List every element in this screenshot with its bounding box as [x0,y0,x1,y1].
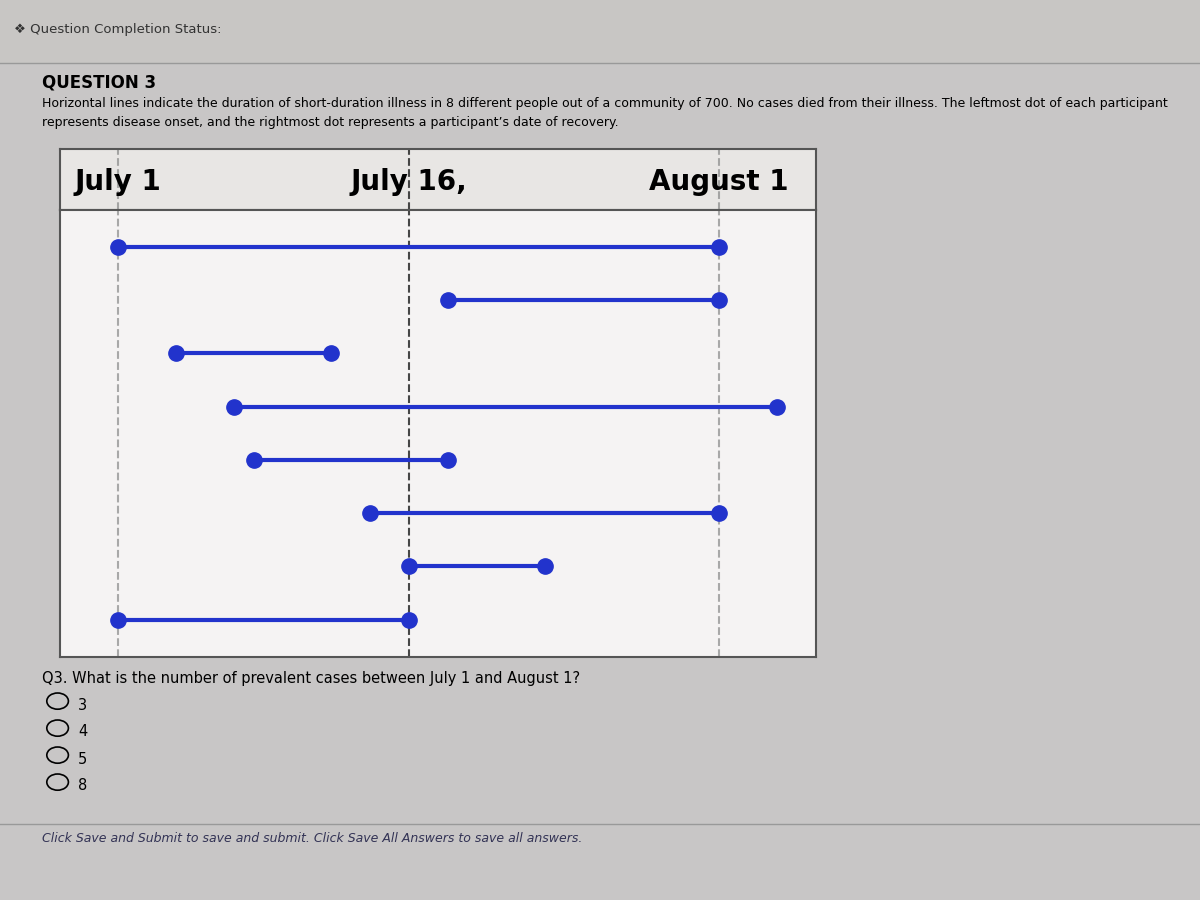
Text: Horizontal lines indicate the duration of short-duration illness in 8 different : Horizontal lines indicate the duration o… [42,97,1168,110]
Bar [0,0,1200,63]
Text: Click Save and Submit to save and submit. Click Save All Answers to save all ans: Click Save and Submit to save and submit… [42,832,582,845]
Text: 4: 4 [78,724,88,740]
Text: 5: 5 [78,752,88,767]
Text: represents disease onset, and the rightmost dot represents a participant’s date : represents disease onset, and the rightm… [42,116,619,129]
Text: Q3. What is the number of prevalent cases between July 1 and August 1?: Q3. What is the number of prevalent case… [42,670,580,686]
Text: ❖ Question Completion Status:: ❖ Question Completion Status: [14,22,222,35]
Text: QUESTION 3: QUESTION 3 [42,74,156,92]
Text: July 16,: July 16, [350,168,467,196]
Text: August 1: August 1 [649,168,788,196]
Text: 3: 3 [78,698,88,713]
Text: 8: 8 [78,778,88,794]
Text: July 1: July 1 [74,168,162,196]
